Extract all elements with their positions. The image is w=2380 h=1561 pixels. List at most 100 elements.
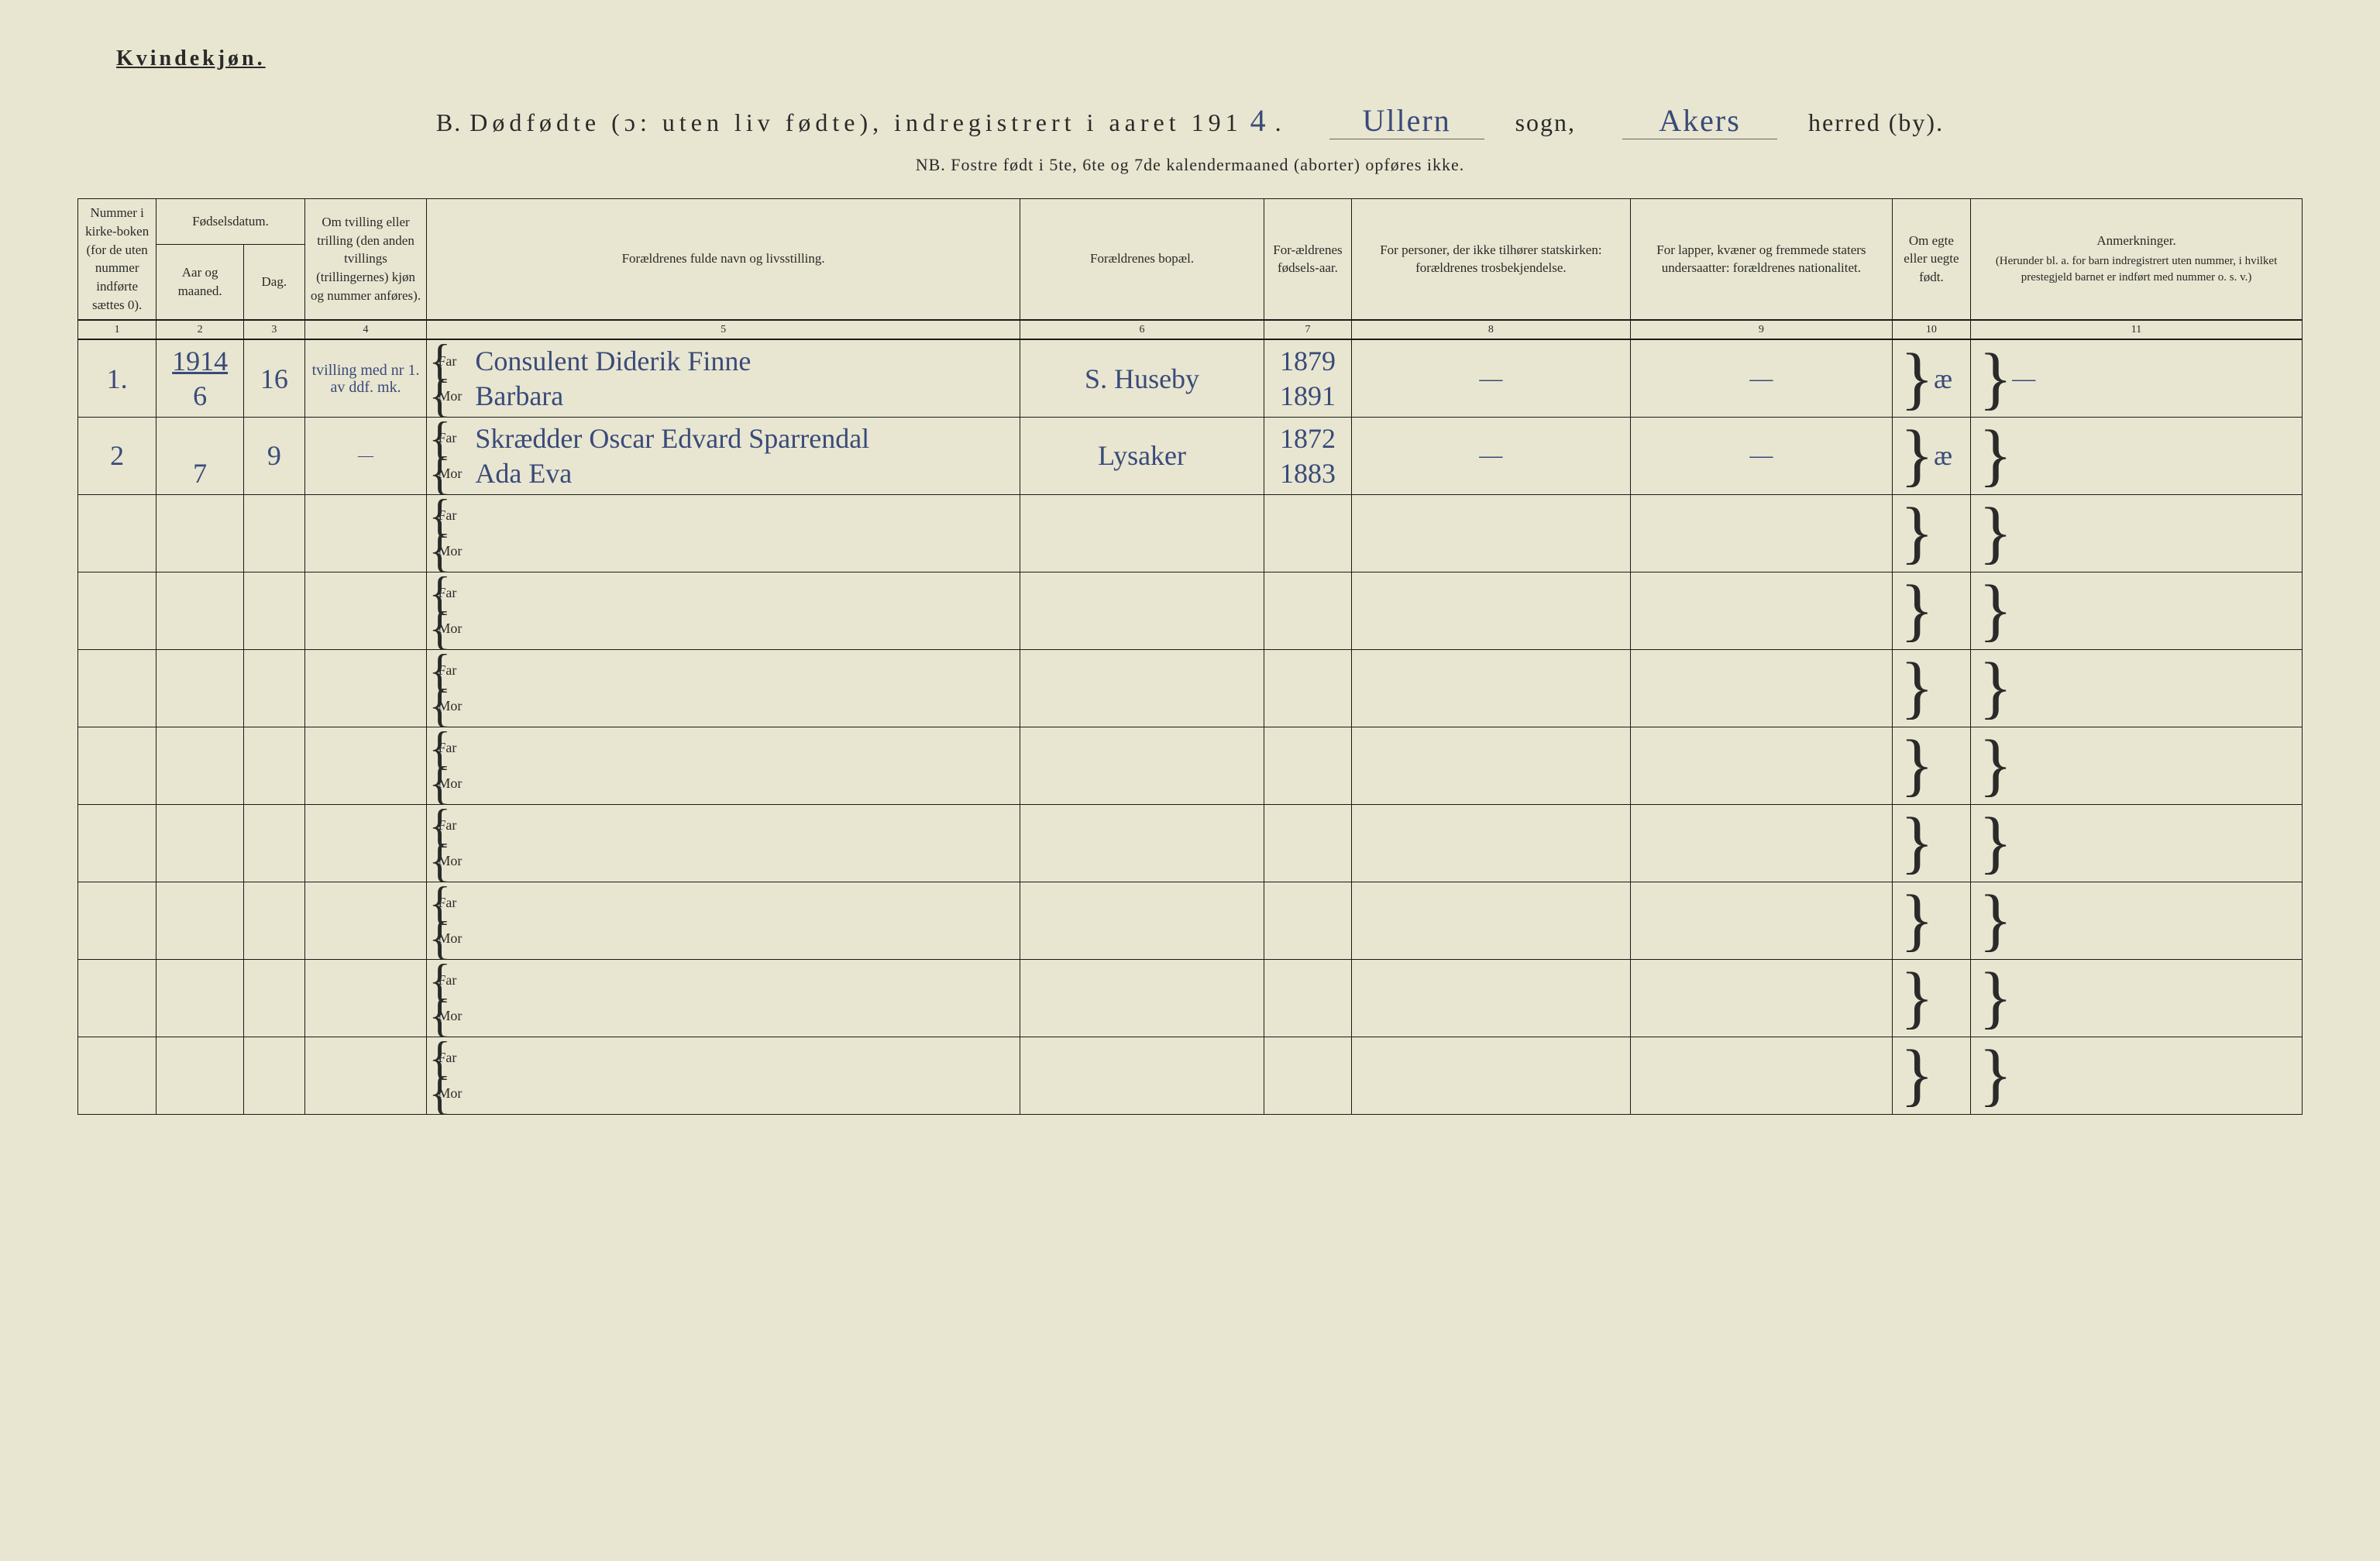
cell-remarks: } bbox=[1971, 417, 2303, 494]
cell-parents: {FarConsulent Diderik Finne {MorBarbara bbox=[427, 339, 1020, 417]
cell-bopel bbox=[1020, 572, 1264, 649]
cell-day bbox=[243, 959, 304, 1037]
cell-remarks: } bbox=[1971, 804, 2303, 882]
cell-religion bbox=[1351, 959, 1630, 1037]
cell-bopel: Lysaker bbox=[1020, 417, 1264, 494]
sogn-label: sogn, bbox=[1515, 108, 1576, 136]
cell-number bbox=[78, 572, 156, 649]
cell-tvilling bbox=[304, 804, 427, 882]
egte-value: æ bbox=[1934, 442, 1952, 469]
cell-birthyears bbox=[1264, 959, 1352, 1037]
cell-parents: {Far {Mor bbox=[427, 959, 1020, 1037]
cell-bopel: S. Huseby bbox=[1020, 339, 1264, 417]
table-head: Nummer i kirke-boken (for de uten nummer… bbox=[78, 199, 2303, 340]
cell-birthyears bbox=[1264, 727, 1352, 804]
title-prefix: B. bbox=[436, 108, 462, 136]
cell-bopel bbox=[1020, 1037, 1264, 1114]
colnum: 5 bbox=[427, 320, 1020, 340]
cell-number: 2 bbox=[78, 417, 156, 494]
cell-religion: — bbox=[1351, 417, 1630, 494]
colnum: 2 bbox=[156, 320, 244, 340]
cell-remarks: } bbox=[1971, 959, 2303, 1037]
far-name: Consulent Diderik Finne bbox=[469, 347, 1009, 375]
th-10: Om egte eller uegte født. bbox=[1892, 199, 1970, 320]
cell-day bbox=[243, 1037, 304, 1114]
cell-egte: } bbox=[1892, 572, 1970, 649]
cell-year-month bbox=[156, 649, 244, 727]
th-5: Forældrenes fulde navn og livsstilling. bbox=[427, 199, 1020, 320]
year-suffix: 4 bbox=[1243, 102, 1275, 139]
cell-day bbox=[243, 727, 304, 804]
cell-year-month: 19146 bbox=[156, 339, 244, 417]
table-row: {Far {Mor }} bbox=[78, 959, 2303, 1037]
cell-tvilling bbox=[304, 572, 427, 649]
th-8: For personer, der ikke tilhører statskir… bbox=[1351, 199, 1630, 320]
th-11-sub: (Herunder bl. a. for barn indregistrert … bbox=[1974, 253, 2299, 286]
table-row: 279— {FarSkrædder Oscar Edvard Sparrenda… bbox=[78, 417, 2303, 494]
cell-number bbox=[78, 727, 156, 804]
cell-parents: {Far {Mor bbox=[427, 882, 1020, 959]
cell-year-month bbox=[156, 882, 244, 959]
cell-remarks: } bbox=[1971, 572, 2303, 649]
th-2-top: Fødselsdatum. bbox=[156, 199, 304, 245]
cell-birthyears bbox=[1264, 882, 1352, 959]
cell-year-month bbox=[156, 959, 244, 1037]
cell-remarks: }— bbox=[1971, 339, 2303, 417]
cell-religion: — bbox=[1351, 339, 1630, 417]
table-row: {Far {Mor }} bbox=[78, 727, 2303, 804]
cell-nationality bbox=[1631, 572, 1893, 649]
cell-nationality bbox=[1631, 959, 1893, 1037]
cell-religion bbox=[1351, 804, 1630, 882]
cell-birthyears bbox=[1264, 494, 1352, 572]
cell-tvilling bbox=[304, 649, 427, 727]
far-name: Skrædder Oscar Edvard Sparrendal bbox=[469, 425, 1009, 452]
register-page: Kvindekjøn. B. Dødfødte (ɔ: uten liv fød… bbox=[77, 46, 2303, 1515]
colnum: 10 bbox=[1892, 320, 1970, 340]
cell-nationality: — bbox=[1631, 339, 1893, 417]
cell-bopel bbox=[1020, 494, 1264, 572]
cell-day bbox=[243, 649, 304, 727]
cell-birthyears bbox=[1264, 1037, 1352, 1114]
nb-line: NB. Fostre født i 5te, 6te og 7de kalend… bbox=[77, 155, 2303, 175]
cell-day bbox=[243, 572, 304, 649]
cell-parents: {Far {Mor bbox=[427, 1037, 1020, 1114]
cell-parents: {Far {Mor bbox=[427, 494, 1020, 572]
cell-number bbox=[78, 649, 156, 727]
colnum: 6 bbox=[1020, 320, 1264, 340]
cell-remarks: } bbox=[1971, 494, 2303, 572]
cell-tvilling bbox=[304, 1037, 427, 1114]
cell-egte: } bbox=[1892, 494, 1970, 572]
table-row: {Far {Mor }} bbox=[78, 494, 2303, 572]
cell-remarks: } bbox=[1971, 727, 2303, 804]
cell-tvilling bbox=[304, 882, 427, 959]
th-11: Anmerkninger. (Herunder bl. a. for barn … bbox=[1971, 199, 2303, 320]
cell-egte: } bbox=[1892, 804, 1970, 882]
cell-parents: {FarSkrædder Oscar Edvard Sparrendal {Mo… bbox=[427, 417, 1020, 494]
cell-egte: }æ bbox=[1892, 339, 1970, 417]
cell-religion bbox=[1351, 572, 1630, 649]
cell-year-month bbox=[156, 494, 244, 572]
colnum: 1 bbox=[78, 320, 156, 340]
cell-egte: } bbox=[1892, 727, 1970, 804]
cell-bopel bbox=[1020, 649, 1264, 727]
cell-nationality bbox=[1631, 494, 1893, 572]
cell-day bbox=[243, 494, 304, 572]
cell-day bbox=[243, 882, 304, 959]
table-row: {Far {Mor }} bbox=[78, 649, 2303, 727]
colnum: 8 bbox=[1351, 320, 1630, 340]
cell-number bbox=[78, 959, 156, 1037]
cell-number bbox=[78, 804, 156, 882]
cell-tvilling bbox=[304, 959, 427, 1037]
register-table: Nummer i kirke-boken (for de uten nummer… bbox=[77, 198, 2303, 1115]
cell-egte: } bbox=[1892, 649, 1970, 727]
cell-nationality bbox=[1631, 649, 1893, 727]
cell-number: 1. bbox=[78, 339, 156, 417]
herred-label: herred (by). bbox=[1808, 108, 1944, 136]
mor-name: Barbara bbox=[469, 382, 1009, 410]
cell-egte: }æ bbox=[1892, 417, 1970, 494]
egte-value: æ bbox=[1934, 365, 1952, 393]
cell-number bbox=[78, 494, 156, 572]
cell-day: 16 bbox=[243, 339, 304, 417]
cell-bopel bbox=[1020, 959, 1264, 1037]
th-11-main: Anmerkninger. bbox=[1974, 232, 2299, 250]
